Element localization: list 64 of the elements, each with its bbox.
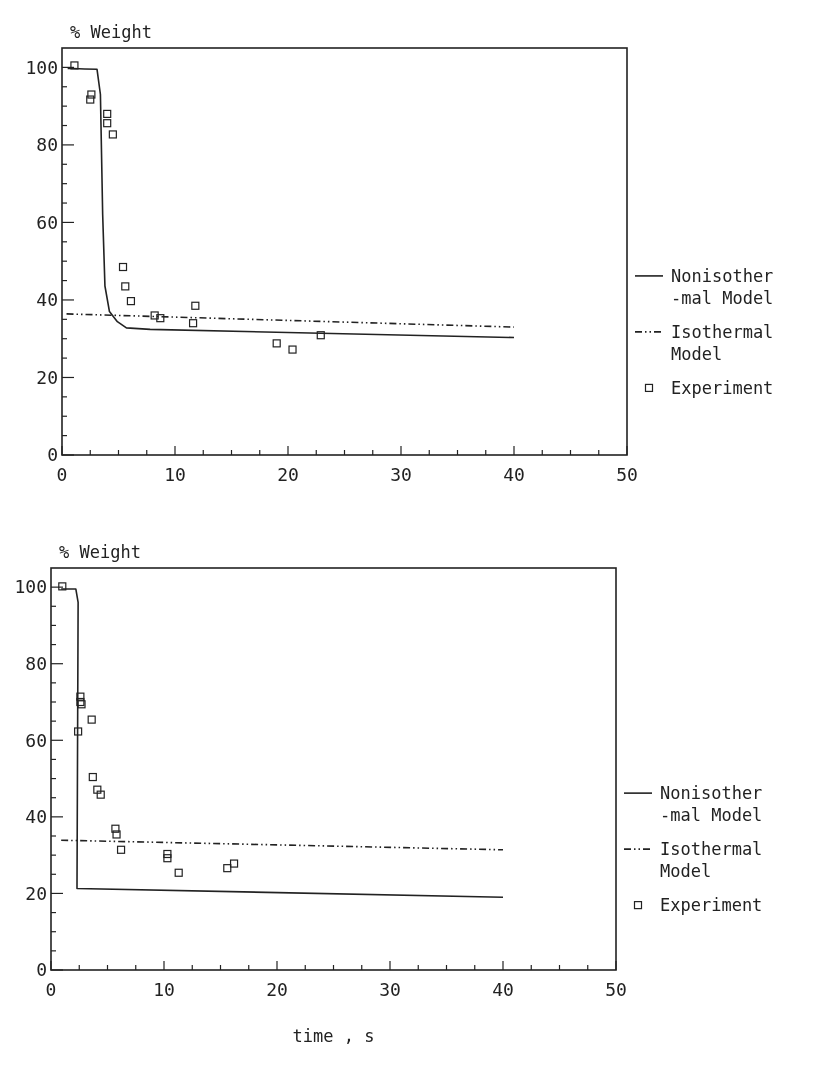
- x-tick-label: 50: [616, 464, 638, 485]
- x-tick-label: 20: [266, 979, 288, 1000]
- point: [191, 301, 200, 310]
- point: [86, 95, 95, 104]
- point: [156, 314, 165, 323]
- point: [77, 700, 86, 709]
- y-tick-label: 60: [25, 729, 47, 751]
- point: [118, 262, 128, 272]
- y-tick-label: 40: [36, 289, 58, 311]
- point: [58, 582, 67, 591]
- point: [116, 845, 126, 854]
- point: [87, 715, 96, 724]
- y-tick-label: 80: [36, 134, 58, 156]
- y-tick-label: 40: [25, 806, 47, 828]
- point: [126, 297, 136, 306]
- legend-label: Nonisother -mal Model: [671, 265, 774, 308]
- x-tick-label: 30: [390, 464, 412, 485]
- y-axis-title: % Weight: [59, 542, 141, 562]
- point: [163, 854, 172, 863]
- point: [288, 345, 297, 354]
- x-tick-label: 10: [153, 979, 175, 1000]
- point: [103, 119, 112, 128]
- point: [163, 849, 172, 859]
- point: [87, 90, 96, 99]
- y-tick-label: 60: [36, 211, 58, 233]
- point: [76, 692, 85, 701]
- x-axis-title: time , s: [292, 1026, 375, 1046]
- y-axis-title: % Weight: [70, 22, 152, 42]
- point: [121, 282, 130, 291]
- y-tick-label: 20: [25, 882, 47, 904]
- legend-label: Nonisother -mal Model: [660, 783, 763, 826]
- legend-label: Experiment: [671, 377, 774, 398]
- point: [316, 331, 325, 340]
- point: [70, 61, 79, 70]
- point: [76, 697, 85, 707]
- point: [108, 130, 117, 139]
- x-tick-label: 40: [492, 979, 514, 1000]
- y-tick-label: 80: [25, 653, 47, 675]
- legend-label: Experiment: [660, 895, 763, 916]
- x-tick-label: 40: [503, 464, 525, 485]
- x-tick-label: 30: [379, 979, 401, 1000]
- point: [112, 830, 121, 839]
- point: [96, 790, 105, 799]
- y-tick-label: 0: [47, 444, 58, 466]
- point: [88, 772, 97, 782]
- point: [150, 311, 159, 320]
- x-tick-label: 50: [605, 979, 627, 1000]
- x-tick-label: 20: [277, 464, 299, 485]
- y-tick-label: 20: [36, 366, 58, 388]
- x-tick-label: 10: [164, 464, 186, 485]
- point: [188, 319, 198, 328]
- point: [272, 339, 281, 348]
- point: [103, 109, 112, 118]
- legend-label: Isothermal Model: [660, 839, 763, 882]
- y-tick-label: 100: [25, 56, 58, 78]
- legend-label: Isothermal Model: [671, 321, 774, 364]
- point: [93, 785, 102, 794]
- point: [223, 864, 232, 873]
- y-tick-label: 100: [14, 576, 47, 598]
- point: [229, 859, 239, 868]
- y-tick-label: 0: [36, 959, 47, 981]
- point: [111, 824, 120, 833]
- point: [174, 868, 183, 877]
- point: [74, 727, 83, 736]
